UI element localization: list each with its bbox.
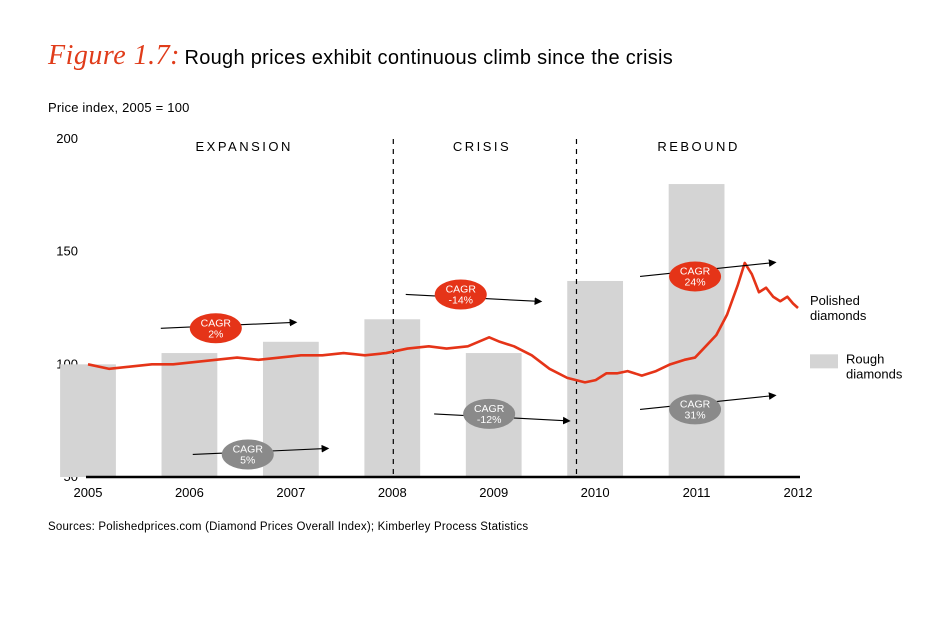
figure-title: Rough prices exhibit continuous climb si… <box>184 47 673 69</box>
cagr-value: -12% <box>477 414 502 426</box>
legend-rough: diamonds <box>846 366 902 381</box>
xtick-label: 2009 <box>479 485 508 500</box>
source-note: Sources: Polishedprices.com (Diamond Pri… <box>48 521 902 533</box>
xtick-label: 2005 <box>74 485 103 500</box>
bar-rough <box>364 319 420 477</box>
cagr-value: 2% <box>208 328 223 340</box>
cagr-value: 5% <box>240 454 255 466</box>
xtick-label: 2008 <box>378 485 407 500</box>
bar-rough <box>60 364 116 477</box>
ytick-label: 200 <box>56 131 78 146</box>
legend-rough: Rough <box>846 351 884 366</box>
cagr-value: 24% <box>685 276 706 288</box>
bar-rough <box>669 184 725 477</box>
figure-header: Figure 1.7: Rough prices exhibit continu… <box>48 40 902 72</box>
bar-rough <box>162 353 218 477</box>
phase-label: EXPANSION <box>196 139 293 154</box>
legend-polished: Polished <box>810 293 860 308</box>
ytick-label: 150 <box>56 244 78 259</box>
xtick-label: 2012 <box>784 485 813 500</box>
chart: 50100150200EXPANSIONCRISISREBOUND2005200… <box>48 129 902 509</box>
xtick-label: 2010 <box>581 485 610 500</box>
xtick-label: 2011 <box>683 485 711 500</box>
xtick-label: 2007 <box>276 485 305 500</box>
cagr-value: -14% <box>448 294 473 306</box>
xtick-label: 2006 <box>175 485 204 500</box>
legend-polished: diamonds <box>810 308 867 323</box>
phase-label: REBOUND <box>657 139 740 154</box>
legend-swatch-rough <box>810 354 838 368</box>
chart-svg: 50100150200EXPANSIONCRISISREBOUND2005200… <box>48 129 902 519</box>
figure-label: Figure 1.7: <box>48 40 180 71</box>
phase-label: CRISIS <box>453 139 511 154</box>
cagr-value: 31% <box>685 409 706 421</box>
y-axis-description: Price index, 2005 = 100 <box>48 100 902 115</box>
